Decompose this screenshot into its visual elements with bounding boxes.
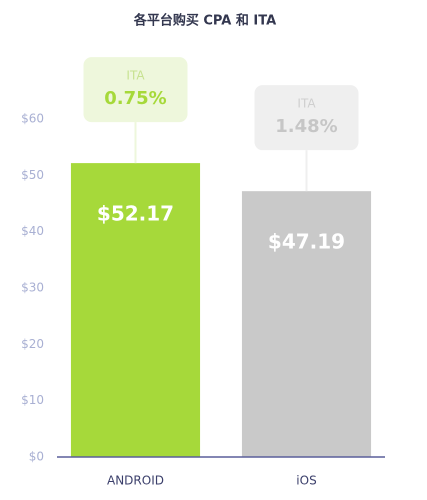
bar: [241, 191, 372, 457]
value-label: $47.19: [268, 230, 345, 254]
ita-callout: [83, 57, 188, 123]
y-tick-label: $60: [21, 112, 44, 126]
ita-value: 1.48%: [275, 116, 337, 137]
ita-label: ITA: [126, 69, 145, 83]
y-tick-label: $10: [21, 393, 44, 407]
chart-title: 各平台购买 CPA 和 ITA: [133, 13, 276, 29]
ita-label: ITA: [297, 97, 316, 111]
y-tick-label: $40: [21, 224, 44, 238]
y-tick-label: $30: [21, 281, 44, 295]
y-tick-label: $20: [21, 337, 44, 351]
y-tick-label: $0: [29, 450, 44, 464]
y-tick-label: $50: [21, 168, 44, 182]
bar: [70, 163, 201, 457]
value-label: $52.17: [97, 202, 174, 226]
x-tick-label: iOS: [296, 474, 316, 488]
ita-value: 0.75%: [104, 88, 166, 109]
ita-callout: [254, 85, 359, 151]
x-tick-label: ANDROID: [107, 474, 164, 488]
